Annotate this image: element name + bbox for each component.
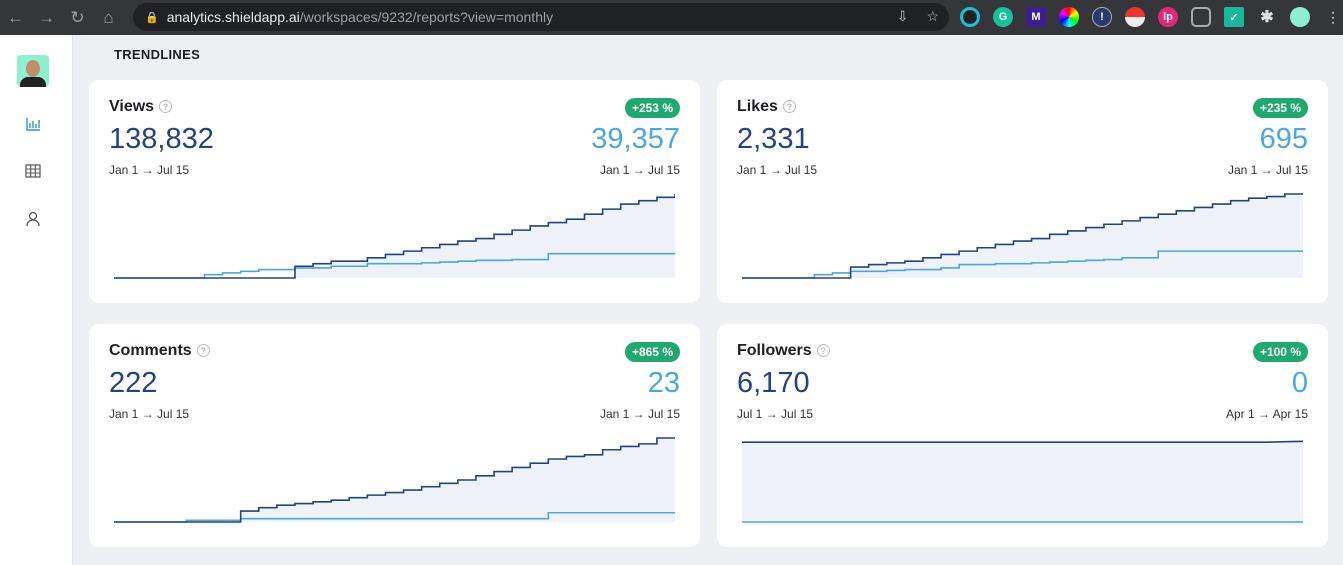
compare-range: Jan 1 → Jul 15: [1227, 163, 1308, 177]
trend-chart: [742, 440, 1303, 523]
area-fill: [742, 441, 1303, 522]
compare-series-line: [114, 252, 675, 279]
lock-icon: 🔒: [145, 11, 159, 24]
url-host: analytics.shieldapp.ai: [166, 9, 300, 25]
table-icon[interactable]: [24, 162, 42, 180]
compare-range: Apr 1 → Apr 15: [1225, 407, 1308, 421]
url-path: /workspaces/9232/reports?view=monthly: [299, 9, 554, 25]
metric-name: Likes: [737, 98, 778, 115]
extension-icon[interactable]: M: [1026, 7, 1046, 27]
metric-card-followers: Followers? +100 % 6,170 0 Jul 1 → Jul 15…: [717, 324, 1328, 547]
avatar[interactable]: [17, 55, 49, 87]
metric-name: Followers: [737, 342, 812, 359]
metric-name: Comments: [109, 342, 192, 359]
compare-value: 23: [647, 367, 680, 399]
current-range: Jan 1 → Jul 15: [109, 407, 190, 421]
shield-extension-icon[interactable]: ✓: [1224, 7, 1244, 27]
change-badge: +865 %: [624, 342, 680, 362]
current-value: 2,331: [737, 123, 810, 155]
help-icon[interactable]: ?: [782, 100, 796, 113]
current-range: Jan 1 → Jul 15: [737, 163, 818, 177]
help-icon[interactable]: ?: [196, 344, 210, 357]
help-icon[interactable]: ?: [159, 100, 173, 113]
color-picker-icon[interactable]: [1059, 7, 1079, 27]
reload-icon[interactable]: ↻: [70, 7, 85, 27]
extension-icon[interactable]: [960, 7, 980, 27]
current-range: Jan 1 → Jul 15: [109, 163, 190, 177]
metric-name: Views: [109, 98, 155, 115]
pokeball-icon[interactable]: [1125, 7, 1145, 27]
trend-chart: [114, 194, 675, 279]
menu-icon[interactable]: ⋮: [1326, 8, 1340, 25]
compare-series-line: [114, 511, 675, 523]
current-value: 138,832: [109, 123, 214, 155]
area-fill: [114, 438, 675, 522]
compare-value: 0: [1291, 367, 1308, 399]
user-icon[interactable]: [24, 210, 42, 228]
trend-chart: [742, 193, 1303, 279]
current-series-line: [742, 440, 1303, 443]
current-value: 222: [109, 367, 158, 399]
compare-value: 39,357: [591, 123, 680, 155]
chart-icon[interactable]: [24, 115, 42, 133]
change-badge: +100 %: [1252, 342, 1308, 362]
page-title: TRENDLINES: [114, 47, 201, 62]
forward-icon[interactable]: →: [38, 7, 55, 27]
extension-icon[interactable]: !: [1092, 7, 1112, 27]
compare-range: Jan 1 → Jul 15: [599, 407, 680, 421]
browser-toolbar: ← → ↻ ⌂ 🔒 analytics.shieldapp.ai/workspa…: [0, 0, 1343, 35]
metric-card-views: Views? +253 % 138,832 39,357 Jan 1 → Jul…: [89, 80, 700, 303]
home-icon[interactable]: ⌂: [103, 7, 114, 27]
current-value: 6,170: [737, 367, 810, 399]
grammarly-icon[interactable]: G: [993, 7, 1013, 27]
current-series-line: [742, 193, 1303, 279]
current-range: Jul 1 → Jul 15: [737, 407, 814, 421]
back-icon[interactable]: ←: [7, 7, 24, 27]
current-series-line: [114, 437, 675, 523]
metric-card-comments: Comments? +865 % 222 23 Jan 1 → Jul 15 J…: [89, 324, 700, 547]
current-series-line: [114, 194, 675, 279]
compare-series-line: [742, 250, 1303, 279]
puzzle-icon[interactable]: ✱: [1260, 9, 1274, 26]
area-fill: [114, 194, 675, 278]
area-fill: [742, 194, 1303, 278]
compare-range: Jan 1 → Jul 15: [599, 163, 680, 177]
metric-title: Likes?: [737, 98, 796, 116]
trend-chart: [114, 437, 675, 523]
metric-title: Views?: [109, 98, 173, 116]
profile-avatar[interactable]: [1290, 7, 1310, 27]
metric-card-likes: Likes? +235 % 2,331 695 Jan 1 → Jul 15 J…: [717, 80, 1328, 303]
sidebar: [0, 35, 73, 565]
star-icon[interactable]: ☆: [926, 8, 939, 24]
metric-title: Comments?: [109, 342, 210, 360]
compare-value: 695: [1259, 123, 1308, 155]
lp-icon[interactable]: lp: [1158, 7, 1178, 27]
install-icon[interactable]: ⇩: [896, 8, 909, 24]
metric-title: Followers?: [737, 342, 830, 360]
help-icon[interactable]: ?: [816, 344, 830, 357]
change-badge: +235 %: [1252, 98, 1308, 118]
change-badge: +253 %: [624, 98, 680, 118]
pocket-icon[interactable]: [1191, 7, 1211, 27]
address-bar[interactable]: 🔒 analytics.shieldapp.ai/workspaces/9232…: [133, 3, 949, 31]
